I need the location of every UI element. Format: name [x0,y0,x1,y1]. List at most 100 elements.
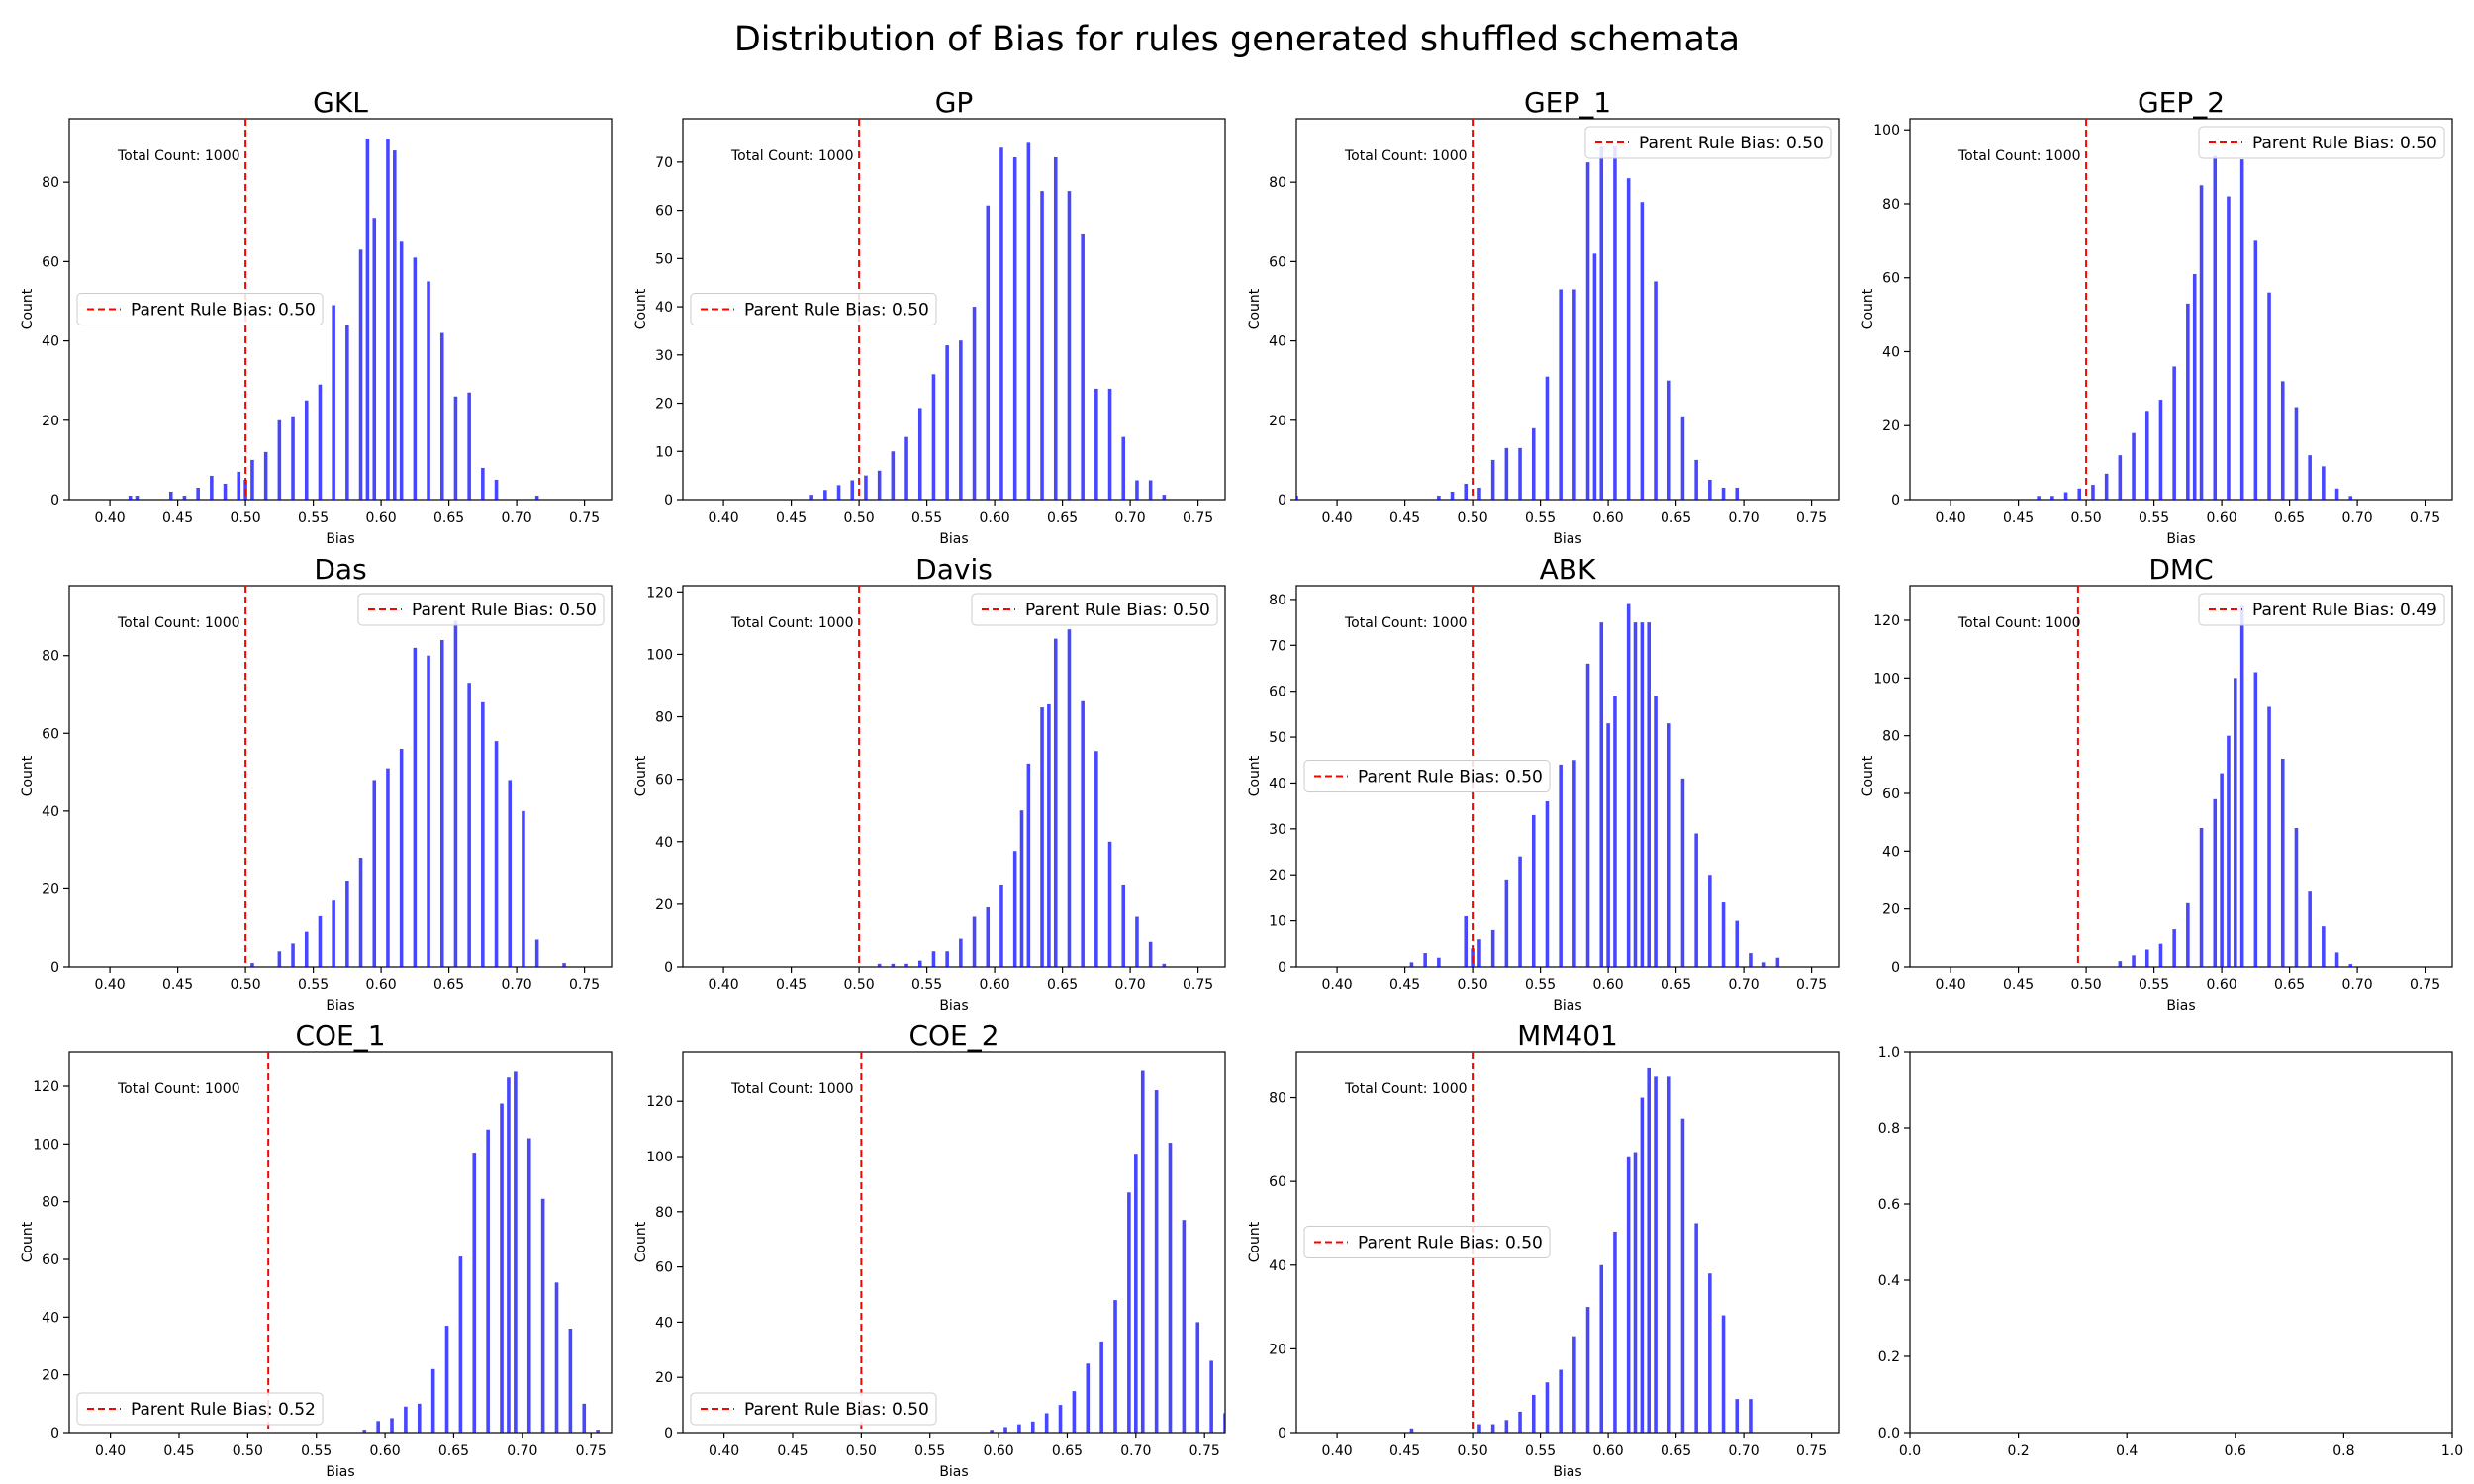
histogram-bar [999,147,1003,500]
total-count-annotation: Total Count: 1000 [1957,148,2081,164]
x-axis-label: Bias [939,998,968,1014]
x-tick-label: 0.75 [1183,510,1213,526]
legend-label: Parent Rule Bias: 0.50 [2252,134,2437,153]
histogram-bar [1067,629,1072,967]
y-tick-label: 40 [1882,844,1900,860]
x-tick-label: 0.50 [231,977,261,993]
histogram-bar [2322,926,2326,967]
legend-box [1303,760,1551,792]
subplot-12: 0.0 0.2 0.4 0.6 0.8 1.0 0.0 0.2 0.4 0.6 0.8 1.0 [1878,1045,2463,1459]
histogram-bar [1613,146,1617,500]
legend-box [690,1392,937,1426]
x-tick-label: 0.50 [844,977,875,993]
x-tick-label: 0.45 [2003,977,2034,993]
histogram-bar [427,655,430,967]
x-tick-label: 1.0 [2441,1443,2463,1459]
histogram-bar [453,620,458,967]
histogram-bar [1107,841,1112,967]
histogram-bar [1531,427,1536,500]
legend-label: Parent Rule Bias: 0.50 [1358,768,1543,788]
histogram-bar [1026,142,1031,500]
x-tick-label: 0.70 [2342,977,2373,993]
histogram-bar [904,436,908,500]
histogram-bar [1012,156,1017,500]
x-tick-label: 0.65 [1661,1443,1691,1459]
x-tick-label: 0.45 [776,510,807,526]
histogram-bar [223,483,228,500]
axes-frame [68,118,613,501]
y-tick-label: 20 [655,897,673,913]
histogram-bar [1195,1322,1200,1433]
x-tick-label: 0.2 [2007,1443,2029,1459]
histogram-bar [1148,941,1153,967]
histogram-bar [2132,432,2136,500]
bars [362,1071,600,1433]
y-tick-label: 80 [1882,729,1900,745]
legend-label: Parent Rule Bias: 0.50 [412,601,597,620]
histogram-bar [1626,603,1631,967]
histogram-bar [508,780,513,967]
y-tick-label: 0 [664,960,673,975]
y-tick-label: 40 [655,1315,673,1331]
histogram-bar [1735,1399,1740,1433]
histogram-bar [2192,273,2197,500]
total-count-annotation: Total Count: 1000 [117,1081,240,1097]
histogram-bar [1666,723,1671,967]
y-axis-label: Count [1247,288,1263,329]
axes-frame [682,585,1226,968]
subplot-title: Das [314,553,366,586]
subplot-5: 0.40 0.45 0.50 0.55 0.60 0.65 0.70 0.75 0 20 40 60 8… [20,553,613,1014]
histogram-bar [2294,407,2299,500]
histogram-bar [386,768,390,967]
axes-frame [1295,118,1840,501]
histogram-bar [393,150,397,500]
y-tick-label: 20 [655,1370,673,1386]
legend-box [690,293,937,325]
y-tick-label: 80 [42,175,59,191]
y-tick-label: 0 [664,493,673,509]
histogram-bar [453,396,458,500]
x-tick-label: 0.50 [233,1443,263,1459]
x-tick-label: 0.70 [507,1443,537,1459]
histogram-bar [390,1418,394,1433]
x-tick-label: 0.45 [163,1443,194,1459]
histogram-bar [1626,1156,1631,1433]
histogram-bar [959,340,963,500]
x-axis-label: Bias [939,1464,968,1480]
y-tick-label: 30 [1269,822,1286,838]
x-tick-label: 0.40 [1936,977,1966,993]
histogram-bar [2348,964,2353,967]
y-tick-label: 20 [1269,1342,1286,1357]
subplot-7: 0.40 0.45 0.50 0.55 0.60 0.65 0.70 0.75 0 10 20 30 4… [1247,553,1840,1014]
histogram-bar [2213,155,2218,500]
histogram-bar [1640,202,1645,500]
y-tick-label: 60 [1269,685,1286,700]
y-tick-label: 60 [42,254,59,270]
y-tick-label: 0 [664,1426,673,1441]
histogram-bar [1585,663,1590,967]
x-tick-label: 0.55 [911,977,942,993]
histogram-bar [2118,455,2123,500]
x-tick-label: 0.40 [95,510,126,526]
y-tick-label: 20 [42,1368,59,1384]
histogram-bar [399,241,404,500]
x-tick-label: 0.0 [1899,1443,1921,1459]
total-count-annotation: Total Count: 1000 [117,148,240,164]
histogram-bar [1654,1076,1658,1433]
y-tick-label: 20 [1269,414,1286,429]
histogram-bar [1640,622,1645,967]
histogram-bar [304,400,309,500]
x-tick-label: 0.65 [1052,1443,1083,1459]
y-tick-label: 60 [1882,787,1900,802]
histogram-bar [1030,1421,1035,1433]
histogram-bar [1504,1420,1509,1433]
x-tick-label: 0.40 [1322,1443,1353,1459]
y-tick-label: 40 [655,300,673,316]
histogram-bar [182,495,187,500]
histogram-bar [986,907,991,967]
histogram-bar [439,640,444,967]
y-tick-label: 40 [655,835,673,851]
x-tick-label: 0.65 [1047,510,1078,526]
y-tick-label: 70 [1269,638,1286,654]
histogram-bar [986,205,991,500]
